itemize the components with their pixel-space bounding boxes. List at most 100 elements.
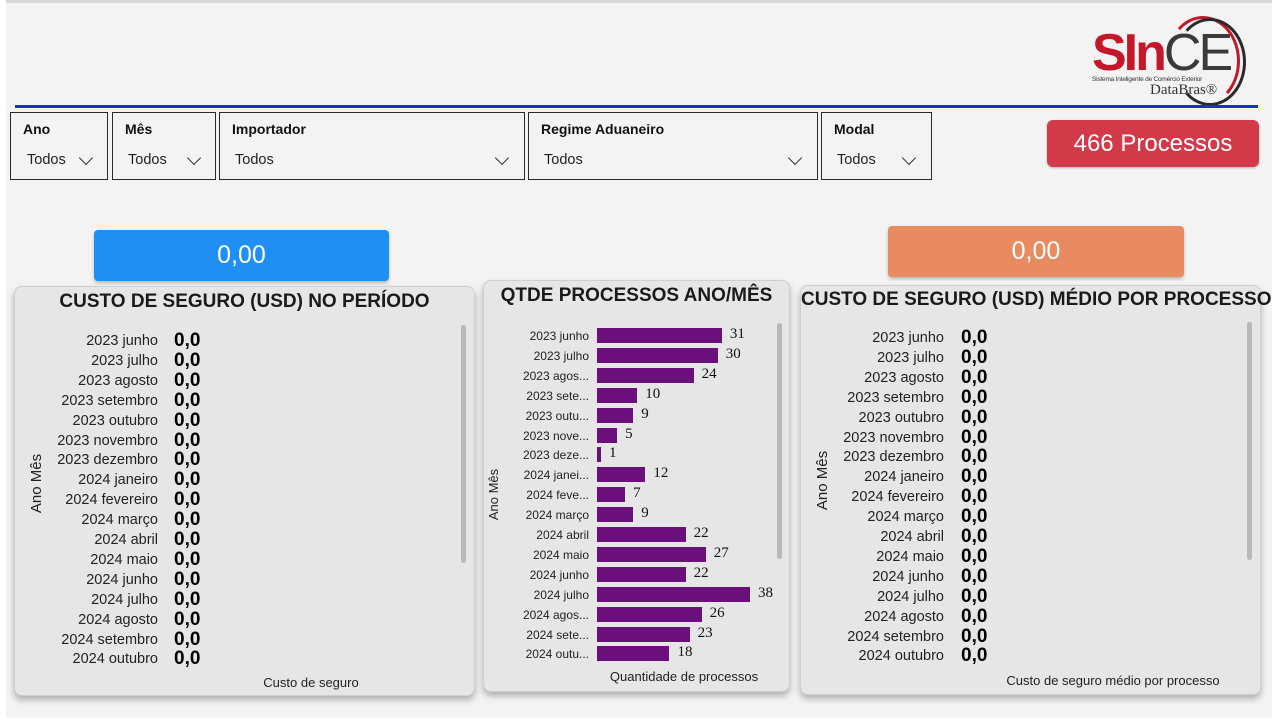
chart-data-label: 9 [641,505,649,522]
table-row: 2023 agosto 0,0 [15,370,455,391]
panel-qtde-processos: QTDE PROCESSOS ANO/MÊS Ano Mês Quantidad… [483,280,790,692]
row-month: 2024 agosto [78,611,158,628]
chart-bar[interactable] [597,606,702,622]
chart-bar[interactable] [597,328,722,343]
row-month: 2024 junho [86,571,158,588]
row-month: 2024 setembro [847,628,944,645]
row-month: 2024 janeiro [864,469,944,486]
table-row: 2023 junho 0,0 [801,327,1241,348]
row-month: 2024 abril [94,532,158,548]
panel-left-scrollbar[interactable] [461,325,466,563]
chart-bar[interactable] [597,626,690,642]
logo-ring [1174,18,1246,106]
chevron-down-icon[interactable] [901,150,917,166]
panel-left-title: CUSTO DE SEGURO (USD) NO PERÍODO [59,291,430,312]
row-month: 2023 julho [877,349,944,366]
table-row: 2024 fevereiro 0,0 [801,486,1241,507]
row-value: 0,0 [961,426,988,448]
chart-data-label: 10 [645,385,661,402]
row-value: 0,0 [174,349,201,371]
chart-bar[interactable] [597,347,718,363]
row-value: 0,0 [961,605,988,627]
table-row: 2023 junho 0,0 [15,330,455,351]
panel-right-scrollbar[interactable] [1247,322,1252,560]
chart-category-label: 2023 junho [529,329,589,343]
chart-bar[interactable] [597,447,602,463]
chart-bar-row: 2024 maio 27 [484,545,784,565]
table-row: 2024 agosto 0,0 [15,609,455,630]
chart-bar[interactable] [597,566,686,582]
row-value: 0,0 [961,506,988,528]
row-value: 0,0 [961,625,988,647]
row-value: 0,0 [961,406,988,428]
chart-category-label: 2023 nove... [522,428,589,443]
filter-mes[interactable]: Mês Todos [112,112,216,180]
row-value: 0,0 [961,526,988,547]
row-value: 0,0 [961,346,988,368]
chart-bar[interactable] [597,527,686,542]
chart-bar[interactable] [597,367,694,383]
chart-data-label: 7 [633,485,641,502]
table-row: 2024 janeiro 0,0 [15,469,455,490]
table-row: 2024 julho 0,0 [15,589,455,610]
chevron-down-icon[interactable] [78,150,94,166]
table-row: 2024 setembro 0,0 [801,625,1241,647]
table-row: 2024 maio 0,0 [801,546,1241,567]
filter-regime-aduaneiro[interactable]: Regime Aduaneiro Todos [528,112,818,180]
panel-right-x-label: Custo de seguro médio por processo [1006,673,1220,688]
row-value: 0,0 [174,489,201,511]
row-month: 2024 março [81,512,158,529]
row-month: 2023 dezembro [57,452,158,469]
row-value: 0,0 [174,389,201,411]
chart-bar[interactable] [597,546,706,562]
chart-bar-row: 2024 abril 22 [484,525,784,545]
chart-x-label: Quantidade de processos [609,669,759,684]
chart-bar[interactable] [597,507,634,523]
filter-mes-value: Todos [128,152,167,168]
chart-bar[interactable] [597,467,646,483]
table-row: 2024 abril 0,0 [15,529,455,550]
row-month: 2024 janeiro [78,472,158,489]
chart-bar[interactable] [597,487,626,503]
panel-right-title: CUSTO DE SEGURO (USD) MÉDIO POR PROCESSO [801,289,1272,310]
chart-bar-row: 2024 julho 38 [484,585,784,605]
chart-category-label: 2024 janei... [523,468,589,483]
kpi-custo-seguro-total: 0,00 [94,230,389,281]
chevron-down-icon[interactable] [787,150,803,166]
table-row: 2024 janeiro 0,0 [801,466,1241,487]
chart-bar[interactable] [597,646,670,662]
chevron-down-icon[interactable] [494,150,510,166]
chart-bar-row: 2024 sete... 23 [484,625,784,645]
chart-data-label: 24 [701,365,717,382]
table-row: 2023 setembro 0,0 [801,387,1241,408]
chart-category-label: 2024 março [525,508,589,523]
row-value: 0,0 [174,509,201,531]
table-row: 2024 abril 0,0 [801,526,1241,547]
chart-category-label: 2023 julho [533,348,589,363]
chart-data-label: 27 [713,544,729,561]
chart-bar-row: 2024 feve... 7 [484,485,784,505]
filter-modal[interactable]: Modal Todos [821,112,932,180]
chart-data-label: 18 [677,644,693,661]
table-row: 2024 junho 0,0 [801,566,1241,587]
chart-bar[interactable] [597,586,750,602]
filter-regime-label: Regime Aduaneiro [541,121,665,137]
row-value: 0,0 [961,366,988,388]
logo-brand-rest: CE [1163,24,1233,82]
row-month: 2024 março [867,509,944,526]
chart-bar[interactable] [597,427,618,443]
chart-scrollbar[interactable] [777,323,782,559]
table-row: 2024 março 0,0 [801,506,1241,528]
filter-importador[interactable]: Importador Todos [219,112,525,180]
row-month: 2024 fevereiro [851,489,944,506]
row-month: 2024 abril [880,529,944,545]
chart-bar[interactable] [597,387,638,403]
chart-data-label: 22 [693,564,709,581]
row-month: 2023 outubro [72,412,158,429]
header-divider [15,105,1258,108]
chart-bar[interactable] [597,407,634,423]
panel-left-x-label: Custo de seguro [263,675,359,690]
row-month: 2023 julho [91,352,158,369]
filter-ano[interactable]: Ano Todos [10,112,108,180]
chevron-down-icon[interactable] [186,150,202,166]
